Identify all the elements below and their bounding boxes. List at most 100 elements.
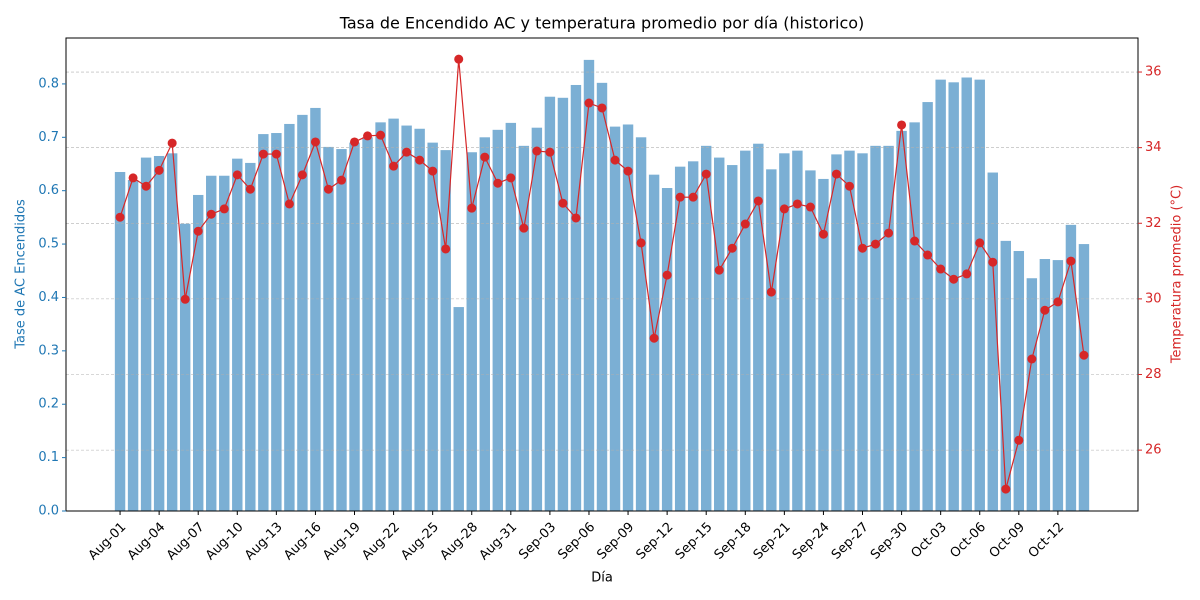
point [1001, 484, 1011, 494]
bar [805, 170, 816, 512]
bar [206, 175, 217, 511]
point [493, 178, 503, 188]
bar [922, 102, 933, 511]
point [871, 239, 881, 249]
x-tick-label: Sep-06 [555, 520, 598, 563]
point [558, 198, 568, 208]
point [988, 257, 998, 267]
bar [1013, 251, 1025, 511]
point [844, 181, 854, 191]
point [180, 294, 190, 304]
bar [792, 150, 803, 511]
point [402, 147, 412, 157]
plot-frame [65, 37, 1139, 512]
point [1027, 354, 1037, 364]
x-tick-label: Oct-03 [908, 520, 950, 562]
x-tick-label: Aug-19 [320, 520, 364, 564]
bar [127, 180, 139, 511]
bar [1000, 240, 1012, 511]
point [323, 184, 333, 194]
bar [583, 59, 595, 511]
point [154, 165, 164, 175]
point [610, 155, 620, 165]
point [258, 149, 268, 159]
bar [427, 142, 438, 511]
point [1040, 305, 1050, 315]
bar [870, 145, 881, 511]
bar [166, 153, 178, 511]
bar [1078, 244, 1090, 511]
x-tick-label: Oct-12 [1026, 520, 1068, 562]
point [571, 213, 581, 223]
bar [153, 155, 165, 511]
bar [700, 145, 712, 511]
point [858, 243, 868, 253]
x-tick-label: Sep-15 [673, 520, 716, 563]
bar [466, 152, 477, 512]
x-tick-label: Aug-28 [437, 520, 481, 564]
y-tick-label: 0.8 [38, 76, 59, 91]
point [779, 204, 789, 214]
point [128, 173, 138, 183]
point [1079, 350, 1089, 360]
point [688, 192, 698, 202]
point [336, 175, 346, 185]
y2-tick-label: 34 [1145, 140, 1162, 155]
bar [414, 128, 425, 511]
bar [844, 150, 855, 511]
x-tick-label: Aug-16 [281, 520, 325, 564]
bar [492, 129, 504, 512]
y2-tick-label: 26 [1145, 443, 1162, 458]
bar [987, 172, 998, 512]
bar [271, 133, 282, 511]
point [636, 238, 646, 248]
x-tick-label: Oct-06 [948, 520, 990, 562]
x-tick-label: Sep-09 [594, 520, 637, 563]
y-tick-label: 0.1 [38, 450, 59, 465]
point [584, 98, 594, 108]
y-tick-label: 0.2 [38, 397, 59, 412]
point [284, 199, 294, 209]
point [949, 274, 959, 284]
bar [245, 162, 256, 511]
point [428, 166, 438, 176]
x-tick-label: Sep-24 [790, 520, 833, 563]
y-tick-label: 0.3 [38, 343, 59, 358]
bar [687, 161, 699, 512]
x-axis-label: Día [591, 571, 613, 586]
bar [635, 137, 647, 511]
bar [362, 137, 373, 511]
x-tick-label: Sep-27 [829, 520, 872, 563]
bar [479, 137, 490, 511]
point [753, 196, 763, 206]
point [519, 223, 529, 233]
point [792, 199, 802, 209]
bar [114, 171, 126, 511]
bar [818, 178, 829, 511]
y2-tick-label: 28 [1145, 367, 1162, 382]
bar [544, 96, 556, 511]
point [271, 149, 281, 159]
bar [766, 169, 777, 511]
point [727, 243, 737, 253]
point [350, 137, 360, 147]
point [232, 170, 242, 180]
point [675, 192, 685, 202]
y-tick-label: 0.4 [38, 290, 59, 305]
bar [179, 223, 191, 511]
bar [140, 157, 152, 511]
bar [909, 122, 920, 511]
point [441, 244, 451, 254]
x-tick-label: Aug-22 [359, 520, 403, 564]
bar [505, 122, 517, 512]
y2-tick-label: 36 [1145, 65, 1162, 80]
point [910, 236, 920, 246]
x-tick-label: Aug-01 [86, 520, 130, 564]
bar [349, 142, 360, 511]
bar [1065, 224, 1077, 511]
y2-tick-label: 32 [1145, 216, 1162, 231]
y2-axis-label: Temperatura promedio (°C) [1170, 185, 1185, 364]
bar [323, 146, 334, 511]
point [245, 184, 255, 194]
point [480, 152, 490, 162]
